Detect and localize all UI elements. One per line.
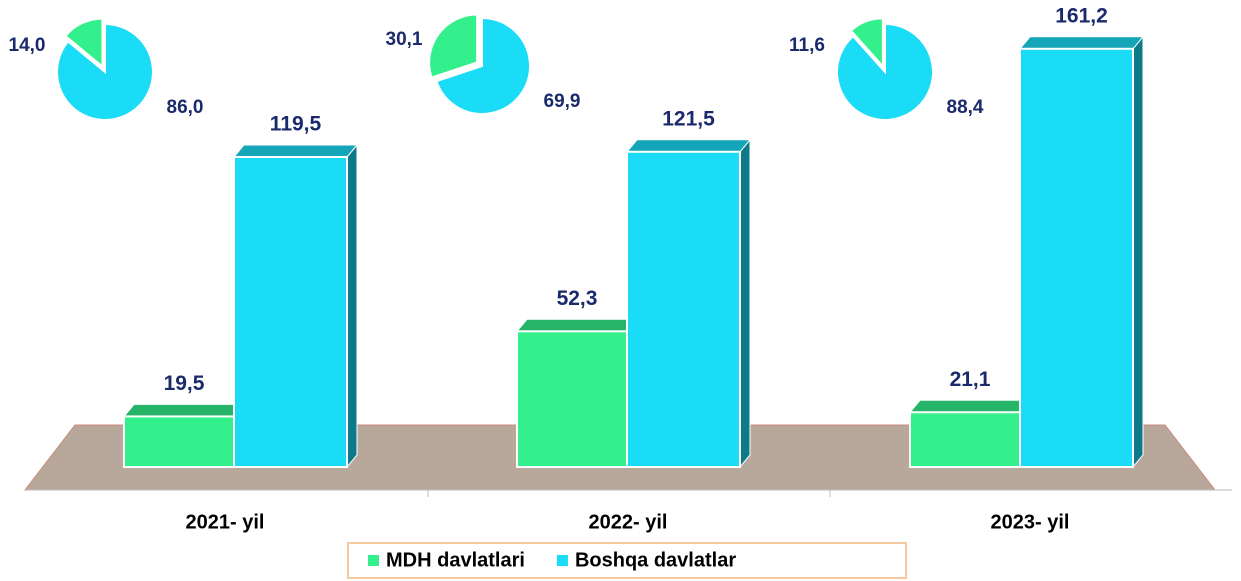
bar — [1019, 47, 1134, 469]
bar-top — [232, 144, 359, 158]
pie-slice — [849, 17, 884, 70]
legend-label: Boshqa davlatlar — [575, 549, 736, 571]
pie-label: 86,0 — [167, 97, 204, 118]
value-label: 19,5 — [164, 372, 205, 395]
legend-swatch — [556, 555, 568, 566]
pie-label: 11,6 — [789, 35, 825, 56]
pie-slice — [64, 17, 104, 69]
value-label: 161,2 — [1055, 4, 1108, 27]
x-tick-label: 2021- yil — [186, 511, 265, 533]
value-label: 119,5 — [270, 113, 322, 136]
bar-top — [908, 399, 1032, 413]
bar-side — [739, 138, 751, 469]
pie-label: 88,4 — [947, 97, 984, 118]
legend-swatch — [368, 555, 379, 566]
legend-box — [347, 542, 907, 579]
x-tick-label: 2022- yil — [589, 511, 668, 533]
bar-top — [1018, 36, 1145, 50]
bar — [233, 155, 348, 468]
legend-label: MDH davlatlari — [386, 549, 525, 571]
bar-side — [1132, 35, 1144, 469]
bar — [909, 411, 1021, 469]
pie-slice — [428, 13, 479, 79]
pie-label: 69,9 — [544, 91, 581, 112]
bar — [626, 150, 741, 468]
bar — [123, 415, 235, 468]
pie-slice — [56, 22, 154, 121]
bar-top — [515, 318, 639, 332]
value-label: 52,3 — [557, 287, 598, 310]
x-tick-label: 2023- yil — [991, 511, 1070, 533]
value-label: 21,1 — [950, 368, 991, 391]
pie-label: 30,1 — [386, 29, 423, 50]
value-label: 121,5 — [662, 107, 715, 130]
bar — [516, 330, 628, 468]
bar-side — [346, 143, 358, 469]
pie-slice — [836, 22, 934, 121]
bar-top — [122, 403, 246, 417]
bar-top — [625, 139, 752, 153]
pie-slice — [435, 16, 531, 115]
pie-label: 14,0 — [9, 35, 46, 56]
